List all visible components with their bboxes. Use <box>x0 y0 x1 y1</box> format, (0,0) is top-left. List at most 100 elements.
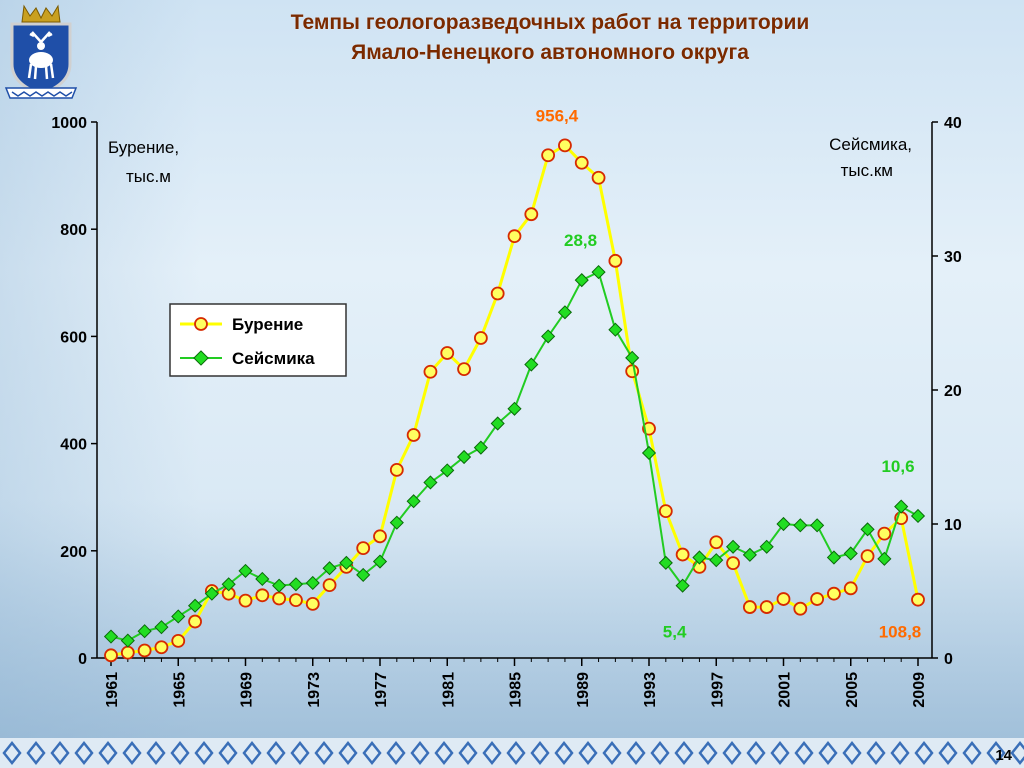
ornament-diamond <box>746 740 766 766</box>
seismic-point <box>204 586 219 601</box>
drilling-point <box>440 346 455 360</box>
seismic-point <box>877 551 892 566</box>
ornament-diamond <box>578 740 598 766</box>
drilling-point <box>356 541 371 556</box>
ornament-diamond <box>914 740 934 766</box>
ornament-diamond <box>290 740 310 766</box>
seismic-point <box>339 555 354 570</box>
seismic-point <box>272 578 287 593</box>
seismic-point <box>725 539 741 554</box>
ornament-diamond <box>74 740 94 766</box>
ornament-diamond <box>2 740 22 766</box>
data-annotation: 28,8 <box>564 231 597 250</box>
seismic-point <box>423 475 438 490</box>
seismic-point <box>154 620 169 635</box>
seismic-point <box>288 577 304 592</box>
seismic-point <box>692 550 707 565</box>
background-ground <box>0 498 1024 768</box>
drilling-point <box>104 648 118 663</box>
x-tick-label: 2005 <box>844 672 861 708</box>
drilling-point <box>423 364 438 379</box>
left-tick-label: 600 <box>60 329 87 346</box>
ornament-diamond <box>842 740 862 766</box>
drilling-point <box>776 592 791 606</box>
ornament-diamond <box>650 740 670 766</box>
legend-drilling-label: Бурение <box>232 315 303 334</box>
data-annotation: 5,4 <box>663 623 687 642</box>
page-number: 14 <box>995 747 1012 764</box>
x-tick-label: 1981 <box>440 672 457 708</box>
coat-of-arms-icon <box>4 4 78 99</box>
drilling-point <box>625 364 640 379</box>
seismic-point <box>356 567 371 582</box>
drilling-point <box>305 596 320 611</box>
right-axis-title-line-2: тыс.км <box>841 161 893 180</box>
drilling-point <box>860 549 875 564</box>
seismic-point <box>238 563 253 578</box>
seismic-point <box>826 550 842 565</box>
x-tick-label: 1961 <box>104 672 121 708</box>
x-tick-label: 1985 <box>508 672 525 708</box>
seismic-point <box>860 522 875 537</box>
chart-axes: 0 200 400 600 800 1000 0 10 20 30 40 1961 1965 1969 19… <box>51 115 961 708</box>
drilling-point <box>137 643 152 658</box>
ornament-diamond <box>98 740 118 766</box>
seismic-point <box>524 357 539 372</box>
x-tick-label: 1965 <box>171 672 188 708</box>
data-annotation: 956,4 <box>536 106 579 125</box>
ornament-diamond <box>818 740 838 766</box>
page-title: Темпы геологоразведочных работ на террит… <box>100 8 1000 68</box>
seismic-point <box>776 516 791 532</box>
seismic-point <box>742 547 757 562</box>
x-tick-label: 2001 <box>777 672 794 708</box>
seismic-point <box>574 273 589 288</box>
drilling-point <box>490 286 505 301</box>
drilling-point <box>742 600 757 614</box>
seismic-point <box>507 401 522 416</box>
ornament-diamond <box>866 740 886 766</box>
ornament-diamond <box>338 740 358 766</box>
ornament-diamond <box>890 740 910 766</box>
drilling-point <box>574 155 589 170</box>
drilling-point <box>558 138 572 153</box>
seismic-point <box>658 555 673 570</box>
right-tick-label: 10 <box>944 517 962 534</box>
left-tick-label: 200 <box>60 544 87 561</box>
ornament-diamond <box>458 740 478 766</box>
ornament-diamond <box>314 740 334 766</box>
drilling-point <box>709 535 724 550</box>
left-tick-label: 400 <box>60 437 87 454</box>
ornament-diamond <box>986 740 1006 766</box>
seismic-point <box>608 322 623 337</box>
legend-seismic-marker <box>193 350 209 366</box>
drilling-point <box>373 529 387 544</box>
ornament-diamond <box>938 740 958 766</box>
ornament-diamond <box>170 740 190 766</box>
drilling-point <box>911 592 925 607</box>
seismic-point <box>490 416 505 431</box>
right-tick-label: 20 <box>944 383 962 400</box>
seismic-point <box>305 575 320 591</box>
seismic-point <box>541 329 556 344</box>
left-axis-title-line-1: Бурение, <box>108 138 179 157</box>
seismic-point <box>372 554 388 569</box>
background-beam <box>0 0 200 768</box>
ornament-diamond <box>242 740 262 766</box>
drilling-point <box>759 600 774 614</box>
drilling-point <box>541 148 556 163</box>
x-tick-label: 1997 <box>709 672 726 708</box>
seismic-point <box>709 553 724 568</box>
ornament-diamond <box>770 740 790 766</box>
drilling-point <box>608 253 623 268</box>
seismic-point <box>171 609 186 624</box>
series-seismic <box>103 265 926 648</box>
ornament-diamond <box>434 740 454 766</box>
drilling-point <box>473 331 488 345</box>
left-tick-label: 800 <box>60 222 87 239</box>
chart-annotations: 956,4 28,8 5,4 10,6 108,8 <box>536 106 922 641</box>
right-tick-label: 0 <box>944 651 953 668</box>
x-tick-label: 1989 <box>575 672 592 708</box>
left-axis-title-line-2: тыс.м <box>126 167 171 186</box>
seismic-point <box>187 598 203 613</box>
